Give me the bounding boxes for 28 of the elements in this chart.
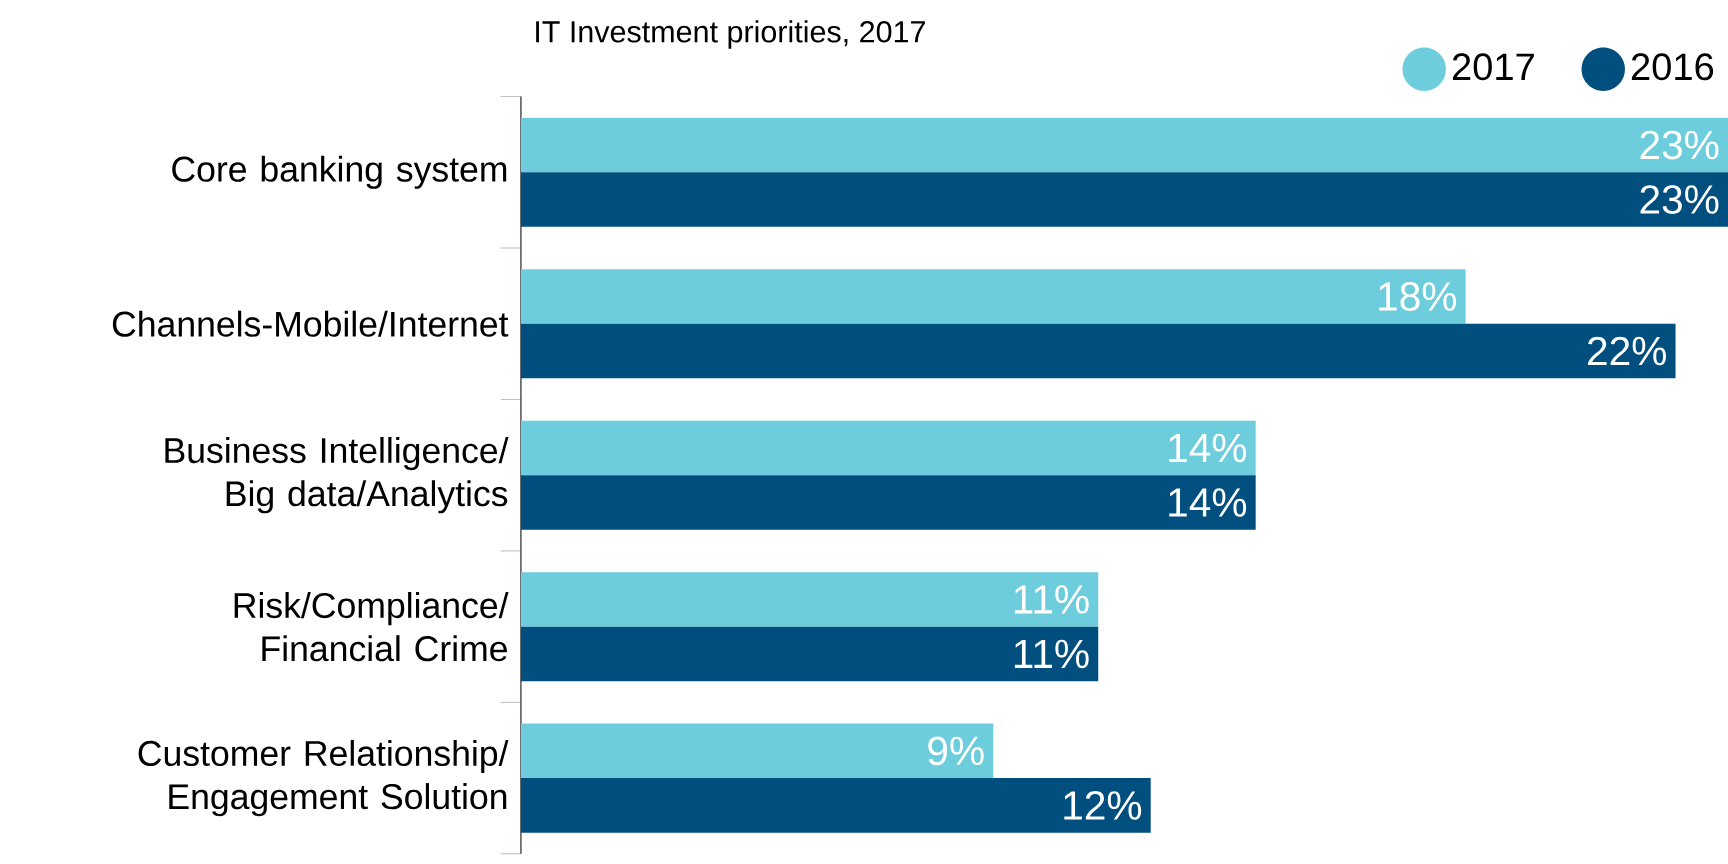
data-label: 14% — [1169, 433, 1247, 463]
y-tick-label: Channels-Mobile/Internet — [112, 310, 509, 337]
y-tick-label: Risk/Compliance/ Financial Crime — [234, 591, 509, 662]
data-label: 9% — [928, 736, 984, 766]
bar — [520, 723, 994, 779]
data-label: 22% — [1588, 336, 1666, 366]
bar — [520, 269, 1466, 324]
y-tick-label: Customer Relationship/ Engagement Solution — [138, 739, 509, 817]
data-label: 11% — [1014, 639, 1089, 669]
bar — [520, 475, 1256, 530]
bar — [520, 117, 1728, 173]
legend-label: 2017 — [1452, 53, 1534, 81]
chart-title: IT Investment priorities, 2017 — [536, 20, 925, 49]
data-label: 14% — [1169, 488, 1247, 517]
bar — [520, 778, 1151, 833]
bar — [520, 572, 1099, 627]
bar — [520, 420, 1256, 476]
data-label: 23% — [1640, 185, 1719, 214]
data-label: 18% — [1379, 282, 1457, 311]
legend-label: 2016 — [1631, 53, 1714, 81]
data-label: 11% — [1014, 585, 1089, 614]
bar — [520, 172, 1728, 227]
data-label: 12% — [1064, 791, 1142, 820]
y-tick-label: Business Intelligence/ Big data/Analytics — [165, 437, 509, 514]
bar — [520, 626, 1099, 682]
data-label: 23% — [1640, 130, 1719, 160]
bar — [520, 323, 1676, 379]
y-tick-label: Core banking system — [172, 155, 507, 189]
